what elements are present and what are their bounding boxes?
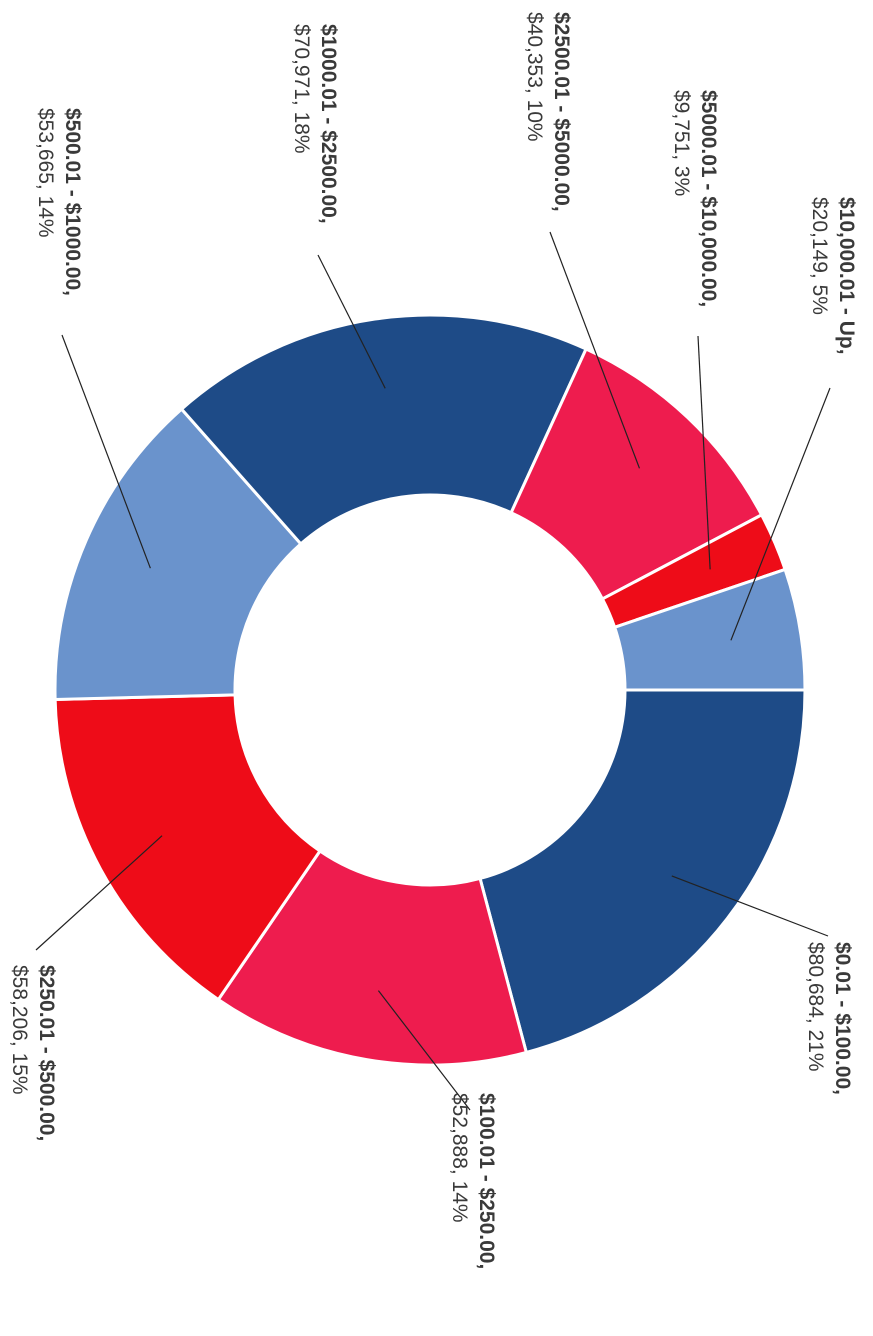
donut-slice [478,688,807,1055]
donut-slice [509,347,764,601]
leader-line [549,231,641,469]
slice-label-name: $250.01 - $500.00, [35,965,58,1141]
leader-line [61,334,151,569]
leader-line [671,875,829,937]
donut-slice [53,693,323,1002]
slice-label-value: $70,971, 18% [290,24,313,154]
slice-label-name: $10,000.01 - Up, [835,197,858,355]
slice-label: $2500.01 - $5000.00,$40,353, 10% [523,12,573,212]
donut-slice [216,848,529,1067]
slice-label-value: $40,353, 10% [523,12,546,142]
leader-line [697,335,711,570]
slice-label: $500.01 - $1000.00,$53,665, 14% [34,108,84,296]
slice-label: $100.01 - $250.00,$52,888, 14% [448,1093,498,1269]
labels-group: $0.01 - $100.00,$80,684, 21% $100.01 - $2… [8,12,858,1269]
leader-line [35,835,163,951]
leader-line [730,387,831,641]
slice-label: $5000.01 - $10,000.00,$9,751, 3% [670,90,720,307]
slice-label-name: $100.01 - $250.00, [475,1093,498,1269]
donut-slice [53,406,303,702]
slice-label-value: $52,888, 14% [448,1093,471,1223]
slice-label-value: $53,665, 14% [34,108,57,238]
slice-label: $10,000.01 - Up,$20,149, 5% [808,197,858,355]
slices-group [53,313,807,1067]
slice-label: $1000.01 - $2500.00,$70,971, 18% [290,24,340,224]
slice-label: $250.01 - $500.00,$58,206, 15% [8,965,58,1141]
slice-label-value: $58,206, 15% [8,965,31,1095]
donut-slice [612,567,807,692]
slice-label-value: $20,149, 5% [808,197,831,315]
leader-line [317,254,386,389]
slice-label-value: $9,751, 3% [670,90,693,196]
slice-label-name: $500.01 - $1000.00, [61,108,84,296]
slice-label-name: $1000.01 - $2500.00, [317,24,340,224]
leader-lines-group [35,231,831,1111]
donut-slice [179,313,589,547]
slice-label-name: $2500.01 - $5000.00, [550,12,573,212]
slice-label-name: $5000.01 - $10,000.00, [697,90,720,307]
leader-line [377,990,471,1111]
slice-label-value: $80,684, 21% [804,942,827,1072]
slice-label: $0.01 - $100.00,$80,684, 21% [804,942,854,1095]
slice-label-name: $0.01 - $100.00, [831,942,854,1095]
